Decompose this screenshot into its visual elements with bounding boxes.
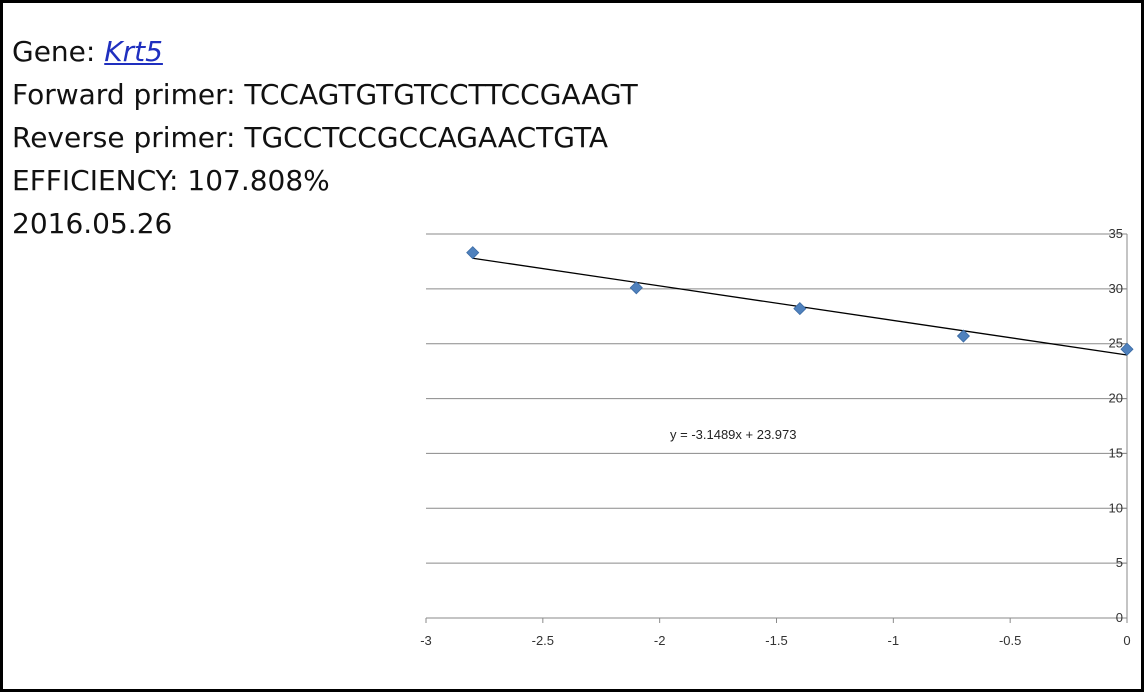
primer-info: Gene: Krt5 Forward primer: TCCAGTGTGTCCT…: [12, 30, 638, 245]
data-point: [1120, 342, 1134, 356]
y-tick-label: 25: [1109, 336, 1123, 351]
x-tick-label: -1: [888, 633, 900, 648]
x-tick-label: -0.5: [999, 633, 1021, 648]
efficiency: EFFICIENCY: 107.808%: [12, 164, 330, 197]
date: 2016.05.26: [12, 207, 173, 240]
gene-label: Gene:: [12, 35, 105, 68]
data-point: [629, 281, 643, 295]
y-tick-label: 30: [1109, 281, 1123, 296]
gene-line: Gene: Krt5: [12, 30, 638, 73]
x-tick-label: -2: [654, 633, 666, 648]
x-tick-label: -2.5: [532, 633, 554, 648]
y-tick-label: 20: [1109, 391, 1123, 406]
data-point: [793, 302, 807, 316]
y-tick-label: 15: [1109, 445, 1123, 460]
forward-primer: Forward primer: TCCAGTGTGTCCTTCCGAAGT: [12, 78, 638, 111]
gridlines: [426, 233, 1127, 564]
y-tick-label: 10: [1109, 500, 1123, 515]
x-tick-label: -3: [420, 633, 432, 648]
trendline-equation: y = -3.1489x + 23.973: [670, 427, 796, 442]
y-tick-label: 5: [1116, 555, 1123, 570]
x-tick-label: 0: [1123, 633, 1130, 648]
reverse-primer: Reverse primer: TGCCTCCGCCAGAACTGTA: [12, 121, 609, 154]
y-tick-label: 0: [1116, 610, 1123, 625]
axes: [425, 233, 1128, 623]
gene-link[interactable]: Krt5: [104, 35, 163, 68]
data-points: [466, 246, 1134, 356]
y-tick-label: 35: [1109, 226, 1123, 241]
tick-labels: 0 5 10 15 20 25 30 35 -3 -2.5 -2 -1.5 -1 -0.5 0: [420, 226, 1130, 648]
data-point: [466, 246, 480, 260]
x-tick-label: -1.5: [765, 633, 787, 648]
data-point: [956, 329, 970, 343]
